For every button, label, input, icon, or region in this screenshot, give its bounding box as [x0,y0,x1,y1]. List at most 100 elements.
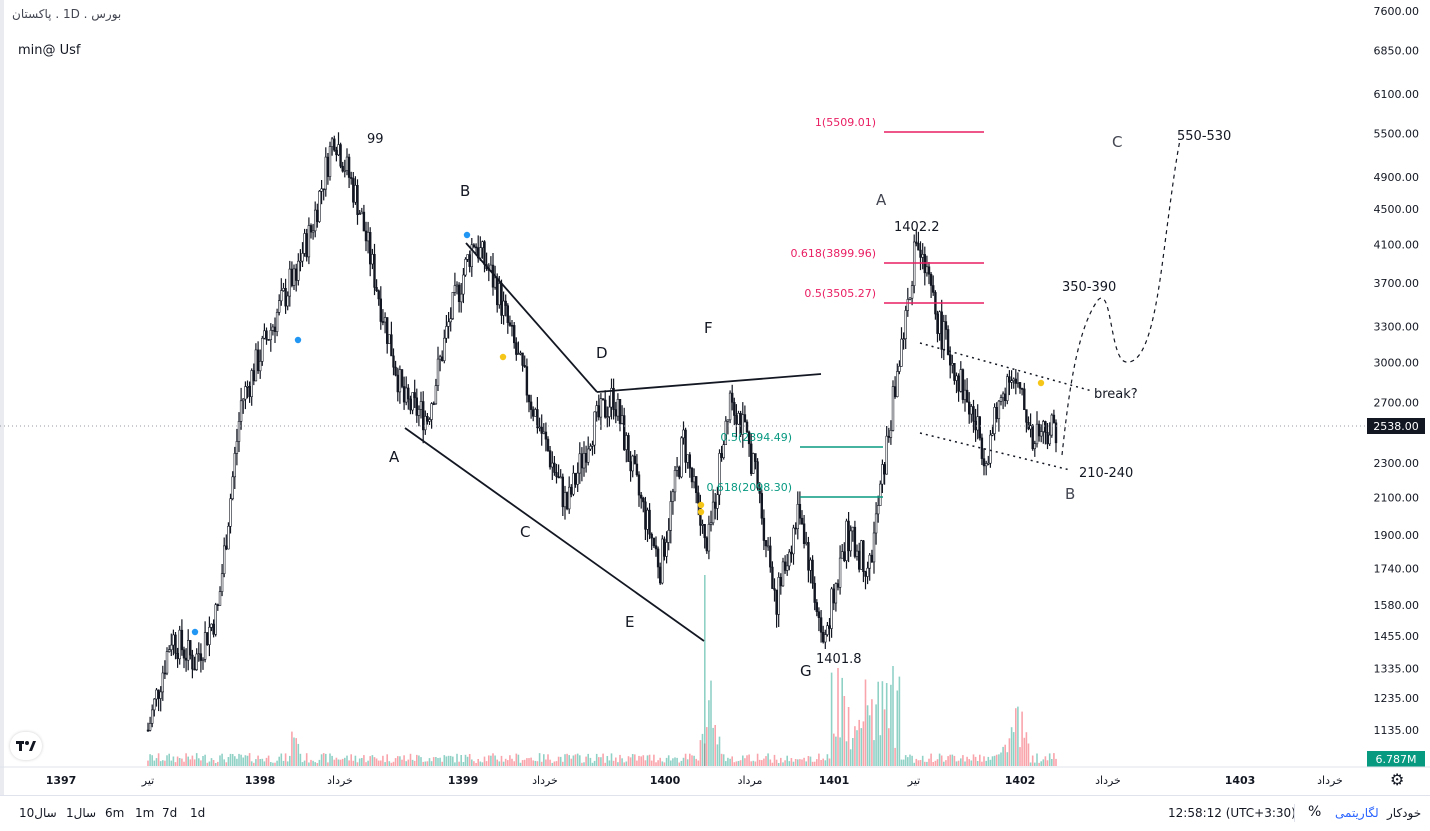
timeframe-1d[interactable]: 1d [190,806,206,820]
volume-bar [674,757,676,766]
settings-gear-icon[interactable]: ⚙ [1390,770,1405,789]
candle-body [984,463,988,467]
timeframe-6m[interactable]: 6m [105,806,125,820]
candle-body [898,365,901,372]
candle-body [855,550,859,557]
volume-bar [894,747,896,766]
log-scale-toggle[interactable]: لگاریتمی [1335,806,1379,820]
tradingview-logo[interactable] [10,732,42,760]
chart-canvas[interactable]: 7600.00 6850.00 6100.00 5500.00 4900.00 4500.… [0,0,1430,795]
percent-toggle[interactable]: % [1308,804,1322,820]
candle-body [447,321,450,327]
candle-body [436,358,440,386]
candle-body [938,311,941,334]
candle-body [978,416,982,439]
time-tick-label: 1402 [1005,774,1036,787]
volume-bar [689,753,691,766]
time-tick-label: 1398 [245,774,276,787]
volume-bar [214,763,217,766]
candle-body [828,625,831,629]
volume-bar [824,760,827,766]
candle-body [565,492,569,510]
candle-body [608,406,611,417]
candle-body [157,689,160,699]
candle-body [172,634,175,646]
candle-body [788,551,791,567]
candle-body [324,156,327,190]
volume-bar [712,727,714,766]
volume-bar [706,727,708,766]
volume-bar [873,740,875,766]
pivot-dot-yellow [1037,379,1045,387]
volume-bar [640,756,642,766]
candle-body [191,654,194,670]
volume-bar [428,758,431,766]
timeframe-1m[interactable]: 1m [135,806,155,820]
candle-body [650,533,653,539]
volume-bar [739,760,742,766]
clock-display[interactable]: 12:58:12 (UTC+3:30) [1168,806,1296,820]
time-tick-label: 1399 [448,774,479,787]
timeframe-10y[interactable]: 10سال [19,806,57,820]
candle-body [347,156,351,178]
volume-bar [1023,737,1026,766]
timeframe-1y[interactable]: 1سال [66,806,97,820]
volume-bar [612,760,615,766]
candle-body [796,503,800,529]
candle-body [866,567,869,577]
time-axis[interactable]: 1397 تیر 1398 خرداد 1399 خرداد 1400 مرداد 1401 تی… [46,774,1343,787]
volume-bar [420,757,422,766]
candle-body [354,185,357,203]
volume-bar [735,761,738,766]
candle-body [449,318,452,323]
note-350-390: 350-390 [1062,280,1116,295]
volume-bar [968,759,970,766]
volume-bar [657,760,659,766]
candle-body [637,474,641,496]
price-tick-label: 6850.00 [1374,44,1420,57]
candle-body [876,505,880,515]
candle-body [515,342,518,355]
fib-label-05-upper: 0.5(3505.27) [804,287,876,300]
volume-bar [333,759,336,766]
candle-body [904,310,907,340]
candle-body [263,330,266,339]
time-tick-label: 1397 [46,774,77,787]
candle-body [959,369,963,392]
candle-body [534,409,537,417]
price-axis[interactable]: 7600.00 6850.00 6100.00 5500.00 4900.00 4500.… [1374,5,1420,737]
candle-body [438,356,442,360]
volume-bar [236,758,238,766]
volume-bar [803,757,805,766]
candle-body [713,501,717,509]
volume-bar [305,753,308,766]
volume-bar [765,756,767,766]
candle-body [756,461,759,489]
volume-bar [731,756,733,766]
candle-body [749,443,753,474]
volume-bar [549,759,551,766]
volume-bar [418,755,420,766]
candle-body [483,241,486,265]
volume-bar [570,758,573,766]
auto-scale-toggle[interactable]: خودکار [1387,806,1422,820]
candle-body [616,398,620,417]
candle-body [881,464,884,485]
candle-body [352,178,355,203]
volume-bar [610,753,613,766]
volume-bar [729,758,731,766]
volume-bar [534,760,537,766]
candle-body [779,576,783,587]
timeframe-7d[interactable]: 7d [162,806,178,820]
volume-bar [562,761,564,766]
candle-body [440,356,444,361]
price-tick-label: 1135.00 [1374,724,1420,737]
volume-bar [494,755,496,766]
candle-body [656,548,660,568]
candle-body [383,317,387,323]
candle-body [445,326,448,339]
volume-bar [1008,738,1011,766]
volume-bar [737,761,740,766]
candle-body [642,497,645,503]
